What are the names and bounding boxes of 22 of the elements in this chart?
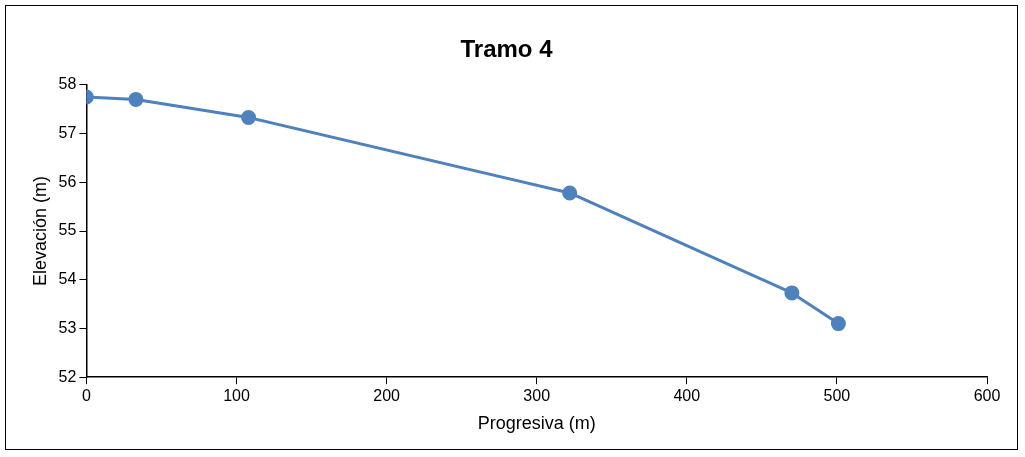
point: [784, 285, 800, 301]
x-tick-label: 0: [81, 387, 91, 405]
y-tick-label: 56: [58, 172, 77, 190]
x-tick-label: 400: [673, 387, 701, 405]
x-tick-label: 200: [373, 387, 401, 405]
x-tick-label: 300: [523, 387, 551, 405]
point: [128, 91, 144, 107]
y-tick-label: 55: [58, 221, 77, 239]
point: [830, 316, 846, 332]
point: [562, 185, 578, 201]
y-tick-label: 57: [58, 123, 77, 141]
x-tick-label: 100: [223, 387, 250, 405]
x-axis-title: Progresiva (m): [477, 413, 596, 434]
y-tick-label: 52: [58, 367, 77, 385]
point: [241, 109, 257, 125]
y-tick-label: 58: [58, 75, 77, 93]
y-axis-title: Elevación (m): [29, 175, 50, 287]
x-tick-label: 600: [973, 387, 1001, 405]
x-tick-label: 500: [823, 387, 851, 405]
y-tick-label: 54: [58, 270, 77, 288]
chart-title: Tramo 4: [460, 35, 554, 63]
y-tick-label: 53: [58, 318, 77, 336]
